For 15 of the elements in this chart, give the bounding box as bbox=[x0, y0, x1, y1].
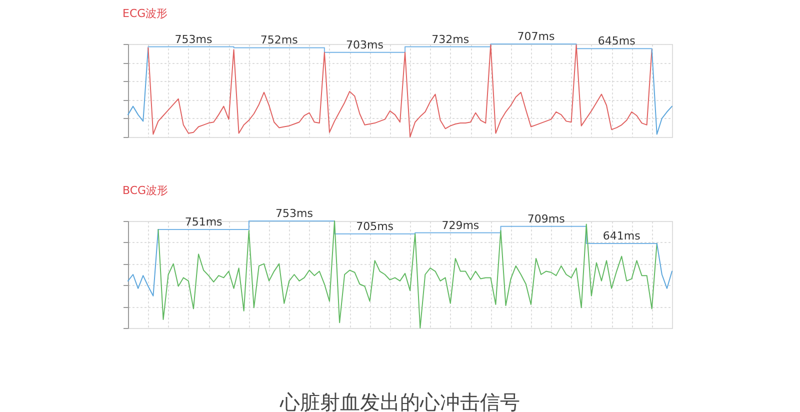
annotation: 753ms bbox=[174, 32, 212, 46]
annotation: 645ms bbox=[598, 34, 636, 48]
annotation: 709ms bbox=[527, 212, 566, 226]
text: 心脏射血发出的心冲击信号 bbox=[278, 389, 521, 412]
annotation: 752ms bbox=[260, 34, 298, 47]
annotation: 751ms bbox=[184, 216, 223, 229]
chart-title: BCG波形 bbox=[122, 184, 168, 197]
annotation: 703ms bbox=[346, 38, 384, 52]
annotation: 641ms bbox=[602, 229, 641, 242]
annotation: 707ms bbox=[517, 30, 555, 43]
annotation: 753ms bbox=[275, 207, 314, 220]
annotation: 705ms bbox=[356, 220, 394, 233]
annotation: 732ms bbox=[432, 32, 470, 46]
annotation: 729ms bbox=[442, 218, 480, 232]
chart-title: ECG波形 bbox=[122, 7, 168, 20]
